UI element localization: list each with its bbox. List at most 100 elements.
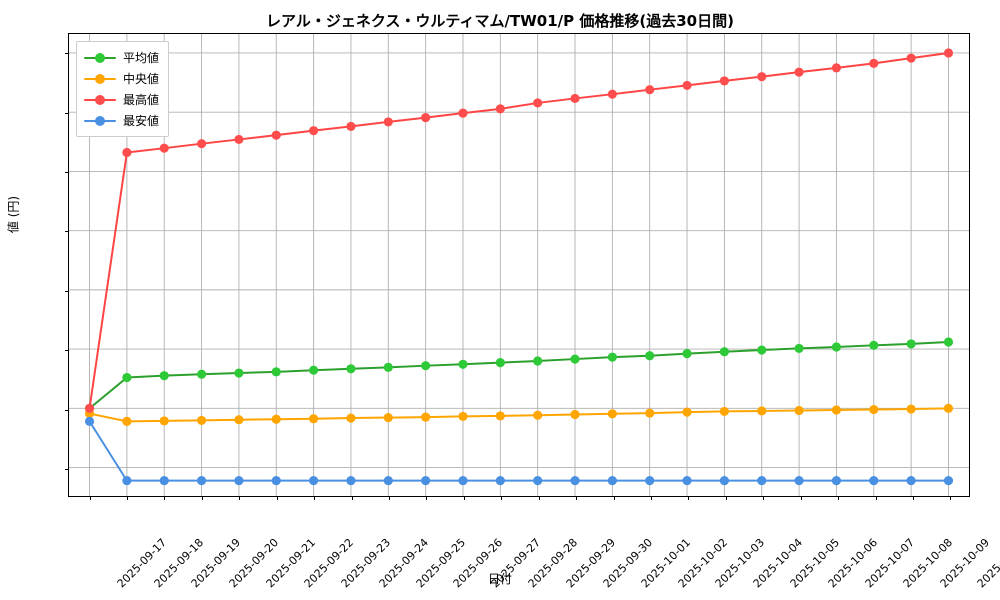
data-point	[906, 339, 916, 349]
x-tick-mark	[276, 496, 278, 500]
data-point	[757, 72, 767, 82]
data-point	[383, 117, 393, 127]
data-point	[570, 354, 580, 364]
data-point	[943, 48, 954, 58]
data-point	[682, 349, 692, 359]
data-point	[159, 476, 169, 486]
data-point	[943, 337, 954, 347]
y-tick-mark	[65, 469, 69, 471]
data-point	[943, 476, 954, 486]
series-line	[88, 341, 950, 410]
data-point	[831, 342, 842, 352]
x-tick-mark	[950, 496, 952, 500]
data-point	[645, 476, 655, 486]
data-point	[196, 415, 207, 426]
legend-item[interactable]: 最安値	[84, 110, 159, 131]
data-point	[421, 361, 431, 371]
data-point	[682, 80, 692, 90]
data-point	[346, 121, 356, 131]
x-tick-mark	[201, 496, 203, 500]
y-axis-label: 値 (円)	[6, 195, 21, 234]
x-tick-mark	[164, 496, 166, 500]
data-point	[719, 76, 729, 86]
x-tick-mark	[538, 496, 540, 500]
data-point	[346, 364, 356, 374]
data-point	[234, 415, 244, 425]
x-tick-mark	[426, 496, 428, 500]
data-point	[271, 476, 281, 486]
legend-item[interactable]: 最高値	[84, 89, 159, 110]
data-point	[122, 372, 132, 383]
x-tick-mark	[763, 496, 765, 500]
data-point	[607, 409, 617, 419]
data-point	[757, 476, 767, 486]
data-point	[794, 476, 804, 486]
x-tick-mark	[688, 496, 690, 500]
plot-area: 2550751001251501752002025-09-172025-09-1…	[65, 33, 1000, 590]
x-tick-mark	[800, 496, 802, 500]
legend-item[interactable]: 平均値	[84, 47, 159, 68]
data-point	[869, 340, 879, 350]
data-point	[794, 343, 804, 353]
x-tick-mark	[650, 496, 652, 500]
data-point	[122, 147, 132, 158]
series-line	[88, 51, 950, 410]
data-point	[831, 476, 842, 486]
data-point	[533, 356, 543, 366]
legend-label: 最高値	[123, 93, 160, 107]
data-point	[458, 108, 468, 118]
x-tick-mark	[875, 496, 877, 500]
x-tick-mark	[351, 496, 353, 500]
data-point	[570, 409, 580, 420]
data-point	[271, 130, 281, 140]
data-point	[84, 403, 95, 413]
data-point	[943, 403, 954, 413]
x-tick-mark	[89, 496, 91, 500]
data-point	[570, 476, 580, 486]
y-tick-mark	[65, 290, 69, 292]
data-point	[533, 410, 543, 420]
data-point	[570, 93, 580, 104]
data-point	[159, 416, 169, 426]
data-point	[421, 113, 431, 123]
data-point	[495, 476, 505, 486]
data-point	[196, 369, 207, 379]
x-tick-mark	[127, 496, 128, 500]
x-tick-mark	[314, 496, 316, 500]
data-point	[271, 367, 281, 377]
data-point	[495, 104, 505, 114]
data-point	[383, 412, 393, 423]
x-tick-mark	[576, 496, 578, 500]
data-point	[309, 414, 319, 424]
data-point	[495, 358, 505, 368]
data-point	[196, 139, 207, 149]
data-point	[757, 406, 767, 416]
x-tick-mark	[501, 496, 503, 500]
data-point	[645, 85, 655, 95]
data-point	[234, 476, 244, 486]
data-point	[309, 476, 319, 486]
x-tick-mark	[389, 496, 390, 500]
data-point	[122, 476, 132, 486]
x-tick-mark	[613, 496, 615, 500]
legend-item[interactable]: 中央値	[84, 68, 159, 89]
data-point	[607, 89, 617, 99]
y-tick-mark	[65, 350, 69, 352]
data-point	[346, 476, 356, 486]
data-point	[533, 98, 543, 108]
data-point	[122, 416, 132, 426]
chart-title: レアル・ジェネクス・ウルティマム/TW01/P 価格推移(過去30日間)	[266, 12, 734, 30]
data-point	[84, 416, 95, 426]
data-point	[383, 476, 393, 486]
y-tick-mark	[65, 231, 69, 233]
data-point	[271, 414, 281, 424]
data-point	[309, 365, 319, 375]
data-point	[159, 371, 169, 381]
legend-swatch-icon	[84, 52, 116, 64]
x-tick-mark	[725, 496, 727, 500]
data-point	[346, 413, 356, 423]
legend-swatch-icon	[84, 115, 116, 127]
data-point	[458, 359, 468, 369]
x-tick-mark	[912, 496, 914, 500]
